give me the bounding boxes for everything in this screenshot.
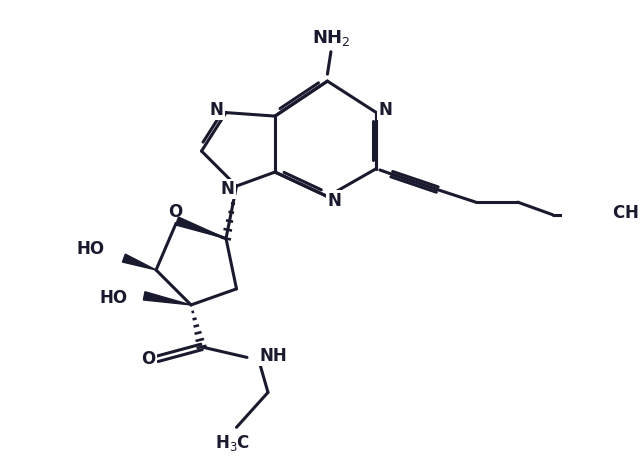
Text: N: N bbox=[328, 192, 341, 210]
Text: CH$_3$: CH$_3$ bbox=[612, 204, 640, 223]
Text: NH$_2$: NH$_2$ bbox=[312, 28, 350, 48]
Text: N: N bbox=[378, 101, 392, 119]
Text: NH: NH bbox=[260, 347, 287, 365]
Text: O: O bbox=[141, 350, 156, 368]
Text: N: N bbox=[210, 101, 224, 119]
Text: N: N bbox=[220, 180, 234, 198]
Text: H$_3$C: H$_3$C bbox=[216, 433, 251, 453]
Polygon shape bbox=[175, 217, 226, 238]
Polygon shape bbox=[122, 254, 156, 270]
Text: O: O bbox=[168, 203, 183, 221]
Polygon shape bbox=[143, 292, 191, 305]
Text: HO: HO bbox=[100, 289, 128, 307]
Text: HO: HO bbox=[77, 240, 105, 258]
